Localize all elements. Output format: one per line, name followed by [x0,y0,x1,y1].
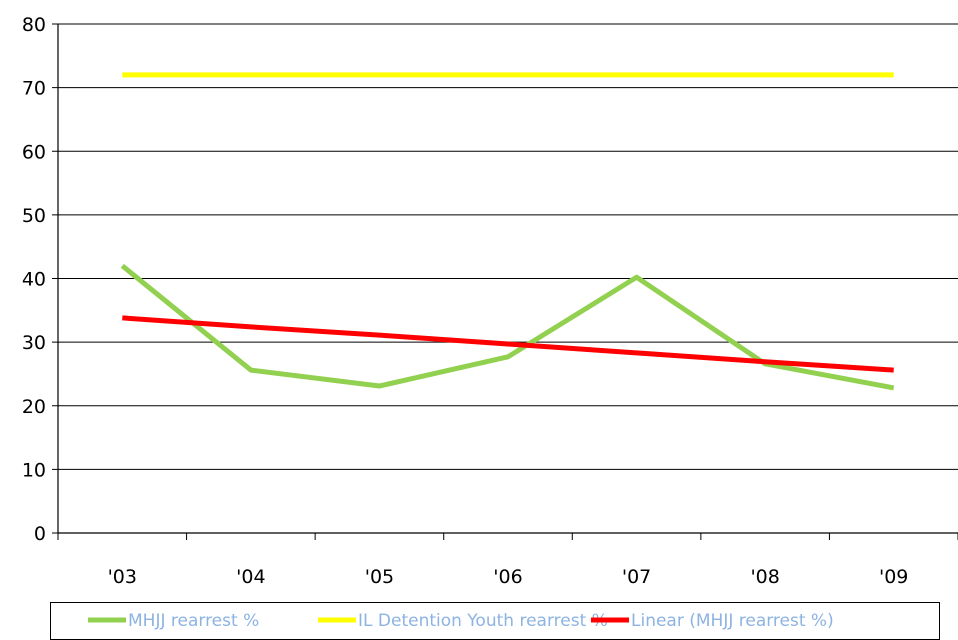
x-tick-label: '03 [108,566,137,588]
y-tick-label: 60 [22,141,46,163]
x-tick-label: '07 [622,566,651,588]
y-tick-label: 20 [22,396,46,418]
series-lines [120,72,895,391]
legend-label-0: MHJJ rearrest % [128,611,259,631]
legend-box [50,602,940,640]
x-axis-ticks: '03 '04 '05 '06 '07 '08 '09 [57,533,958,588]
x-tick-label: '05 [365,566,394,588]
y-tick-label: 70 [22,78,46,100]
y-tick-label: 40 [22,269,46,291]
x-tick-label: '04 [236,566,265,588]
x-tick-label: '06 [493,566,522,588]
gridlines [58,23,958,470]
legend-label-2: Linear (MHJJ rearrest %) [631,611,834,631]
y-tick-label: 30 [22,332,46,354]
y-tick-label: 10 [22,459,46,481]
series-line-2 [122,315,894,373]
y-tick-label: 0 [34,523,46,545]
y-tick-label: 50 [22,205,46,227]
x-tick-label: '09 [879,566,908,588]
y-tick-label: 80 [22,14,46,36]
legend-label-1: IL Detention Youth rearrest % [358,611,608,631]
y-axis-ticks: 0 10 20 30 40 50 60 70 80 [22,14,58,545]
x-tick-label: '08 [750,566,779,588]
legend: MHJJ rearrest % IL Detention Youth rearre… [50,602,940,640]
